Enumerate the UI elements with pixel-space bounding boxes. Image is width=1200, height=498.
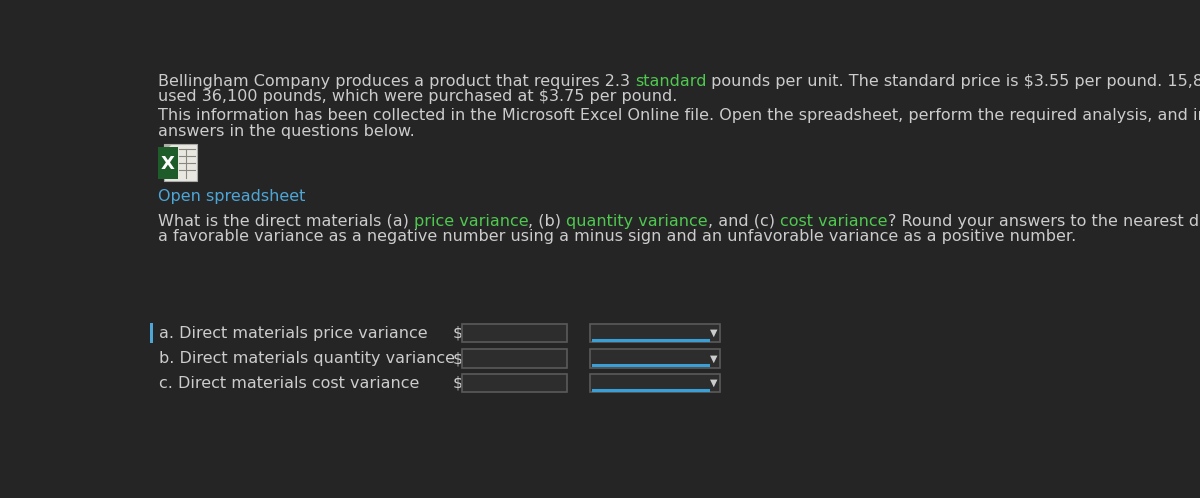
Text: b. Direct materials quantity variance: b. Direct materials quantity variance <box>160 351 455 366</box>
Text: price variance: price variance <box>414 214 528 229</box>
Text: a favorable variance as a negative number using a minus sign and an unfavorable : a favorable variance as a negative numbe… <box>157 229 1076 244</box>
Bar <box>590 324 720 342</box>
Text: This information has been collected in the Microsoft Excel Online file. Open the: This information has been collected in t… <box>157 108 1200 124</box>
Text: quantity variance: quantity variance <box>566 214 708 229</box>
Text: What is the direct materials (a): What is the direct materials (a) <box>157 214 414 229</box>
Text: ▼: ▼ <box>710 354 718 364</box>
Bar <box>462 324 566 342</box>
FancyBboxPatch shape <box>164 144 197 181</box>
Text: a. Direct materials price variance: a. Direct materials price variance <box>160 326 428 341</box>
Bar <box>462 349 566 368</box>
Text: Bellingham Company produces a product that requires 2.3: Bellingham Company produces a product th… <box>157 74 635 89</box>
Text: ▼: ▼ <box>710 378 718 388</box>
Text: Open spreadsheet: Open spreadsheet <box>157 189 305 204</box>
Text: $: $ <box>452 375 462 390</box>
Bar <box>590 349 720 368</box>
Text: $: $ <box>452 326 462 341</box>
Polygon shape <box>164 144 172 152</box>
Text: answers in the questions below.: answers in the questions below. <box>157 124 414 138</box>
Text: , and (c): , and (c) <box>708 214 780 229</box>
Text: standard: standard <box>635 74 707 89</box>
Text: c. Direct materials cost variance: c. Direct materials cost variance <box>160 375 420 390</box>
Bar <box>150 323 154 343</box>
Text: used 36,100 pounds, which were purchased at $3.75 per pound.: used 36,100 pounds, which were purchased… <box>157 89 677 104</box>
Bar <box>462 374 566 392</box>
Text: pounds per unit. The standard price is $3.55 per pound. 15,800 units: pounds per unit. The standard price is $… <box>707 74 1200 89</box>
Text: , (b): , (b) <box>528 214 566 229</box>
Text: X: X <box>161 155 175 173</box>
Bar <box>590 374 720 392</box>
FancyBboxPatch shape <box>157 147 178 179</box>
Text: $: $ <box>452 351 462 366</box>
Text: cost variance: cost variance <box>780 214 888 229</box>
Text: ▼: ▼ <box>710 328 718 338</box>
Text: ? Round your answers to the nearest dollar. Enter: ? Round your answers to the nearest doll… <box>888 214 1200 229</box>
